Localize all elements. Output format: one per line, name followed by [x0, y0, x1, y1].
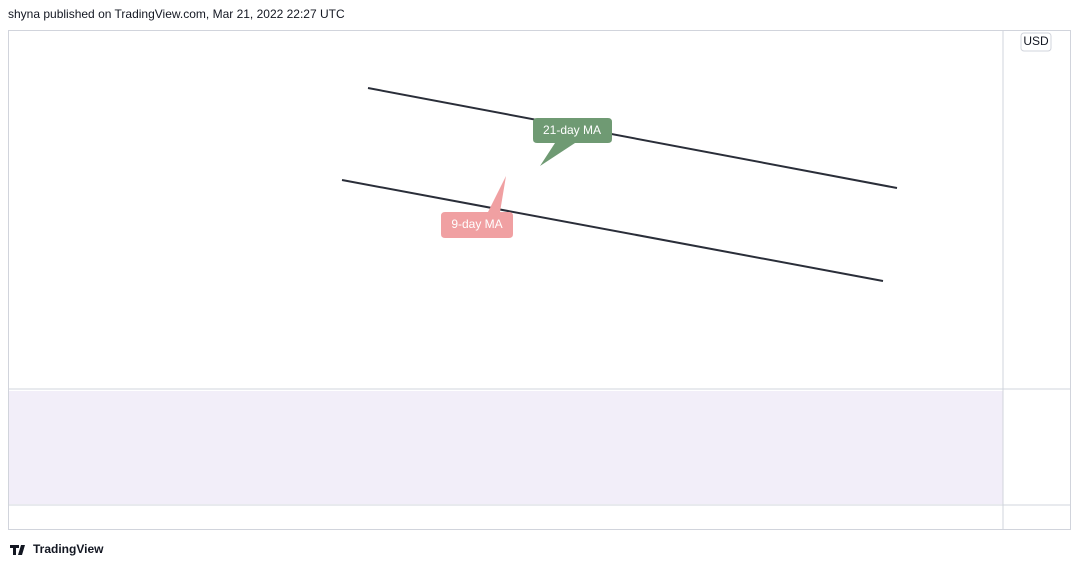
- channel-upper: [367, 87, 898, 189]
- currency-button[interactable]: [1020, 32, 1052, 52]
- currency[interactable]: USD: [1023, 34, 1049, 48]
- channel-lower: [341, 179, 884, 282]
- ma9-callout: [441, 176, 513, 238]
- publisher: shyna published on TradingView.com, Mar …: [8, 7, 345, 21]
- ma9-callout-text: 9-day MA: [451, 217, 502, 231]
- ma21-callout-text: 21-day MA: [543, 123, 601, 137]
- ma21-callout: [533, 118, 612, 166]
- brand: TradingView: [33, 542, 104, 556]
- rsi-background: [9, 391, 1003, 504]
- brand-logo: [10, 545, 25, 555]
- frame: [8, 30, 1071, 530]
